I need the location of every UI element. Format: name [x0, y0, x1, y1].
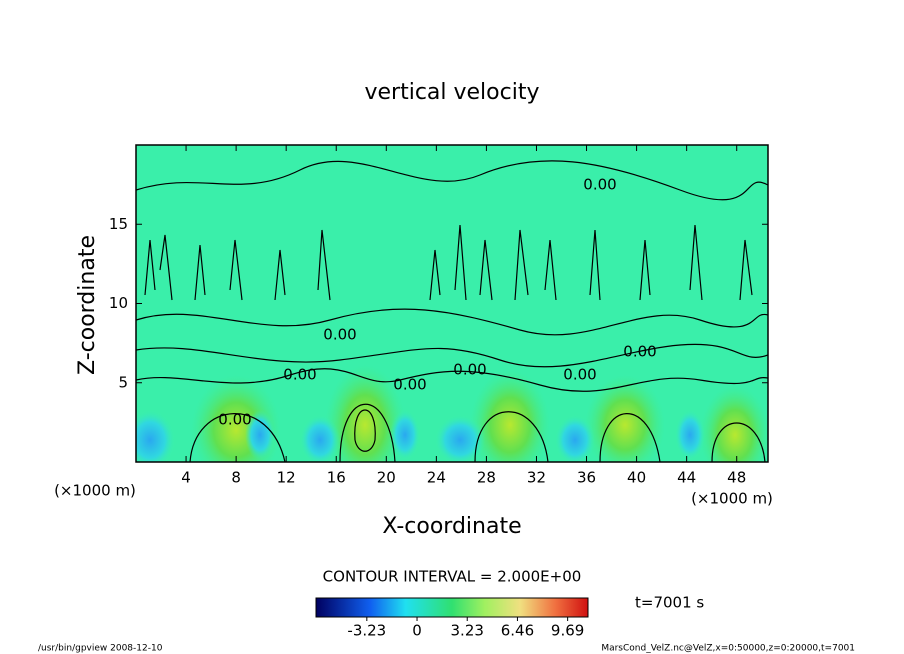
x-tick-label: 44: [677, 469, 696, 487]
cool-region: [555, 415, 595, 462]
x-tick-label: 20: [377, 469, 396, 487]
x-tick-label: 24: [427, 469, 446, 487]
colorbar-tick-label: -3.23: [347, 622, 386, 640]
contour-label: 0.00: [583, 176, 616, 194]
warm-region: [585, 375, 665, 462]
y-tick-label: 10: [109, 294, 128, 312]
contour-line: [599, 413, 661, 462]
contour-label: 0.00: [218, 411, 251, 429]
y-axis-label: Z-coordinate: [75, 235, 100, 375]
colorbar-tick-label: 0: [412, 622, 422, 640]
x-tick-label: 12: [277, 469, 296, 487]
chart-title: vertical velocity: [364, 80, 539, 105]
contour-field: 0.00 0.00 0.00 0.00 0.00 0.00 0.00 0.00: [136, 160, 768, 462]
x-tick-label: 36: [577, 469, 596, 487]
contour-line: [711, 422, 766, 462]
contour-line: [354, 409, 376, 452]
y-tick-label: 5: [118, 373, 128, 391]
cool-region: [136, 410, 175, 462]
contour-label: 0.00: [453, 361, 486, 379]
x-axis-label: X-coordinate: [382, 514, 521, 539]
contour-label: 0.00: [393, 376, 426, 394]
contour-line: [339, 403, 396, 462]
cool-region: [300, 415, 340, 462]
y-tick-label: 15: [109, 215, 128, 233]
cool-region: [390, 410, 420, 460]
cool-region: [435, 415, 485, 462]
x-tick-label: 32: [527, 469, 546, 487]
contour-label: 0.00: [283, 366, 316, 384]
colorbar-tick-label: 3.23: [451, 622, 484, 640]
contour-label: 0.00: [623, 343, 656, 361]
contour-line: [429, 224, 753, 301]
contour-label: 0.00: [323, 326, 356, 344]
time-label: t=7001 s: [635, 594, 704, 612]
footer-right: MarsCond_VelZ.nc@VelZ,x=0:50000,z=0:2000…: [601, 644, 855, 654]
x-tick-label: 16: [327, 469, 346, 487]
colorbar-tick-label: 6.46: [501, 622, 534, 640]
warm-region: [470, 370, 550, 462]
cool-region: [245, 410, 275, 460]
contour-interval: CONTOUR INTERVAL = 2.000E+00: [323, 568, 582, 586]
x-tick-label: 40: [627, 469, 646, 487]
contour-line: [136, 343, 768, 368]
contour-line: [189, 413, 286, 462]
contour-line: [136, 160, 768, 201]
y-unit: (×1000 m): [54, 482, 136, 500]
x-tick-label: 28: [477, 469, 496, 487]
x-tick-label: 48: [727, 469, 746, 487]
colorbar: [315, 597, 589, 618]
contour-line: [144, 229, 331, 301]
contour-line: [136, 368, 768, 392]
x-tick-label: 4: [181, 469, 191, 487]
colorbar-tick-label: 9.69: [551, 622, 584, 640]
contour-line: [474, 411, 549, 462]
warm-region: [325, 365, 405, 462]
footer-left: /usr/bin/gpview 2008-12-10: [38, 644, 163, 654]
contour-line: [136, 308, 768, 336]
x-tick-label: 8: [231, 469, 241, 487]
contour-label: 0.00: [563, 366, 596, 384]
cool-region: [675, 410, 705, 460]
x-unit: (×1000 m): [691, 490, 773, 508]
